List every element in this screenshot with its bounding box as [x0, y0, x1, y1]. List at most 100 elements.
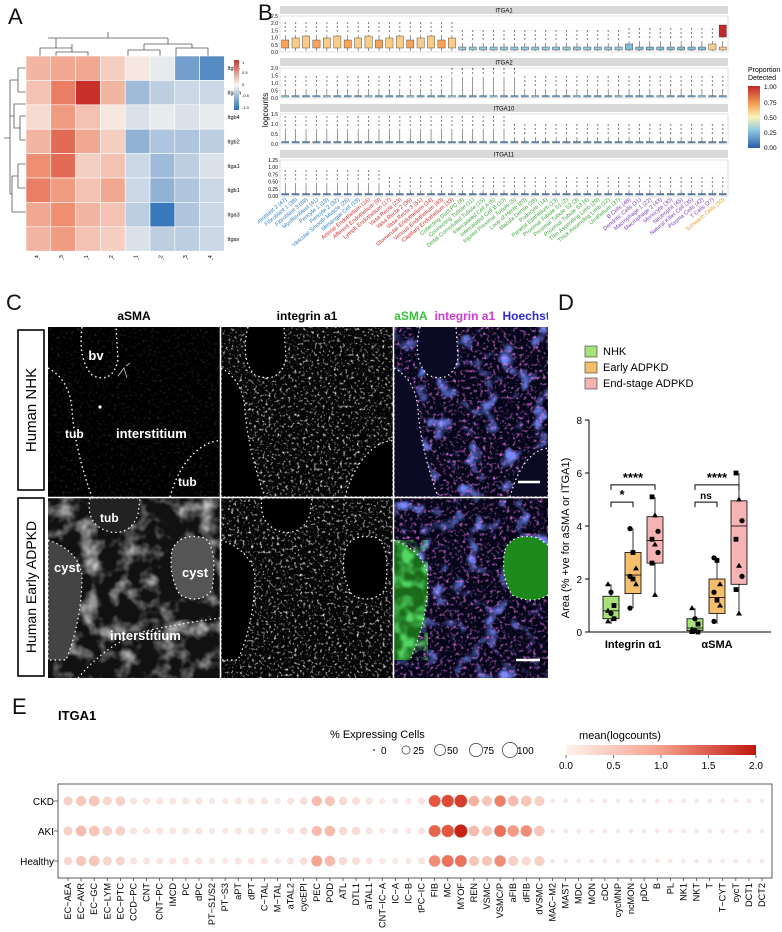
outlier — [701, 84, 703, 86]
data-point — [652, 512, 658, 518]
col-label: cDC — [600, 883, 610, 901]
box — [583, 95, 592, 98]
outlier — [409, 22, 411, 24]
col-label: DCT1 — [744, 883, 754, 907]
box — [500, 193, 508, 196]
outlier — [315, 84, 318, 86]
col-label: CTRL_2 — [158, 255, 164, 260]
outlier — [284, 174, 286, 176]
col-label: VSMC — [482, 883, 492, 910]
box — [666, 95, 675, 98]
box — [468, 141, 477, 144]
outlier — [513, 128, 516, 130]
outlier — [492, 124, 495, 126]
outlier — [409, 26, 411, 28]
outlier — [670, 124, 672, 126]
outlier — [722, 124, 724, 126]
outlier — [451, 185, 453, 187]
box — [625, 193, 633, 196]
size-legend-dot — [502, 742, 518, 758]
outlier — [565, 84, 568, 86]
box — [646, 193, 654, 196]
heatmap-cell — [124, 226, 151, 252]
col-label: FIB — [430, 883, 440, 897]
outlier — [597, 185, 599, 187]
col-label: CCD−PC — [128, 883, 138, 921]
col-title-merge: aSMA integrin a1 Hoechst — [394, 309, 548, 323]
dot — [481, 855, 493, 867]
outlier — [618, 132, 620, 134]
legend-label: End-stage ADPKD — [603, 378, 694, 390]
panel-label-b: B — [258, 0, 273, 25]
outlier — [545, 124, 547, 126]
outlier — [378, 26, 380, 28]
outlier — [440, 120, 443, 122]
box — [406, 193, 415, 196]
y-tick: 1.25 — [268, 158, 278, 164]
y-tick: 1.5 — [271, 74, 278, 80]
outlier — [440, 26, 443, 28]
outlier — [367, 80, 370, 82]
box — [593, 141, 602, 144]
sig-label: ns — [700, 491, 712, 502]
col-label: dPC — [194, 883, 204, 901]
box — [489, 95, 498, 98]
box — [708, 95, 717, 98]
data-point — [611, 603, 617, 608]
col-label: PT−S3 — [220, 883, 230, 911]
facet-strip — [280, 58, 728, 66]
outlier — [315, 116, 318, 118]
dot — [352, 797, 360, 805]
outlier — [409, 124, 411, 126]
heatmap-cell — [100, 153, 126, 179]
outlier — [336, 26, 338, 28]
y-tick: 0.0 — [271, 142, 278, 148]
box — [677, 141, 685, 144]
dotplot-figure: ITGA1 % Expressing Cells 0 25 50 75 100 mean… — [20, 708, 773, 928]
outlier — [680, 80, 682, 82]
outlier — [420, 80, 422, 82]
outlier — [576, 181, 578, 183]
data-point — [692, 616, 698, 622]
box — [718, 46, 727, 51]
box — [364, 193, 373, 196]
outlier — [420, 22, 422, 24]
heatmap-cell — [50, 80, 76, 106]
outlier — [461, 181, 463, 183]
outlier — [690, 185, 693, 187]
dot — [351, 826, 361, 836]
outlier — [326, 22, 328, 24]
col-label: aPT — [233, 883, 243, 900]
outlier — [670, 181, 672, 183]
outlier — [722, 132, 724, 134]
outlier — [367, 22, 370, 24]
dot — [494, 855, 507, 867]
dot — [209, 828, 216, 834]
outlier — [628, 181, 630, 183]
color-tick-label: 0.0 — [559, 761, 573, 772]
outlier — [565, 30, 568, 32]
dot — [247, 857, 255, 865]
outlier — [347, 124, 349, 126]
data-point — [695, 629, 701, 635]
box — [291, 193, 300, 196]
outlier — [701, 185, 703, 187]
dot — [520, 825, 533, 837]
outlier — [420, 30, 422, 32]
col-label: dFIB — [521, 883, 531, 902]
outlier — [284, 76, 286, 78]
box — [354, 141, 362, 144]
box — [333, 35, 342, 49]
y-tick: 0.5 — [271, 89, 278, 95]
outlier — [472, 181, 474, 183]
column-dendrogram — [39, 32, 209, 56]
size-legend-label: 25 — [413, 746, 425, 757]
outlier — [628, 128, 630, 130]
col-label: EC−GC — [89, 883, 99, 915]
box — [646, 516, 664, 564]
col-label: C−TAL — [259, 883, 269, 911]
dot — [247, 797, 255, 805]
outlier — [565, 177, 568, 179]
outlier — [440, 185, 443, 187]
dot — [169, 827, 177, 835]
